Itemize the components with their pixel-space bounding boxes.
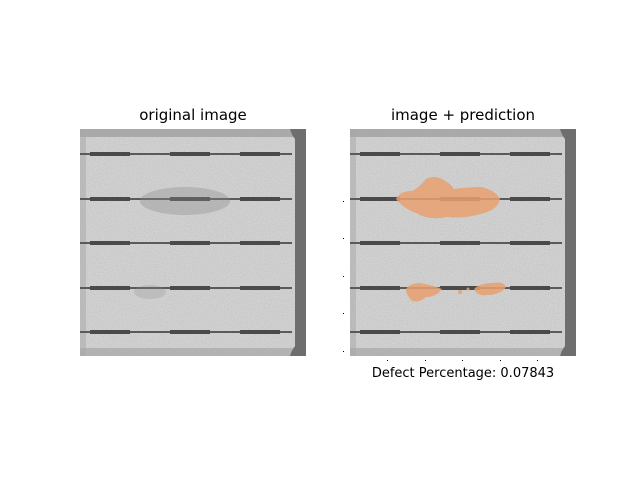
tick-marks [343, 201, 538, 361]
prediction-image [350, 129, 576, 356]
prediction-overlay [396, 177, 506, 302]
left-panel-title: original image [139, 106, 247, 124]
defect-percentage-caption: Defect Percentage: 0.07843 [371, 366, 555, 381]
right-panel-title: image + prediction [390, 106, 536, 124]
original-image [80, 129, 306, 356]
